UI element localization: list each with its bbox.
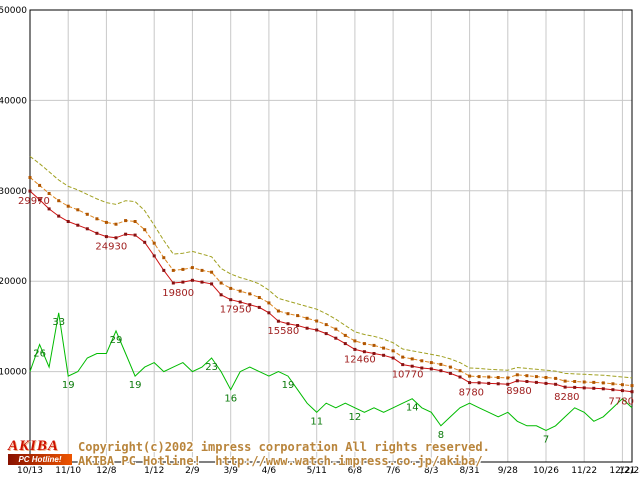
svg-text:10/13: 10/13 [17, 466, 43, 476]
svg-text:8: 8 [438, 430, 444, 441]
svg-text:8/31: 8/31 [459, 466, 479, 476]
svg-text:30000: 30000 [0, 187, 27, 197]
svg-text:7780: 7780 [609, 397, 634, 408]
series-max-price-line [29, 156, 633, 379]
svg-text:5/11: 5/11 [307, 466, 327, 476]
price-point-labels: 29970 24930 19800 17950 15580 12460 10770 8780 8… [18, 196, 634, 408]
shop-count-labels: 26 33 19 29 19 23 16 19 11 12 14 8 7 [33, 317, 549, 446]
svg-text:12/8: 12/8 [96, 466, 116, 476]
svg-text:19: 19 [282, 380, 295, 391]
svg-text:8980: 8980 [506, 386, 531, 397]
svg-text:50000: 50000 [0, 6, 27, 16]
series-min-price-markers [28, 189, 634, 394]
svg-text:29970: 29970 [18, 196, 50, 207]
series-min-price-line [29, 190, 633, 393]
svg-text:16: 16 [224, 394, 237, 405]
svg-text:24930: 24930 [95, 242, 127, 253]
plot-border [29, 9, 633, 463]
svg-text:10/26: 10/26 [533, 466, 559, 476]
svg-text:20000: 20000 [0, 277, 27, 287]
svg-text:26: 26 [33, 349, 46, 360]
svg-text:12460: 12460 [344, 354, 376, 365]
svg-text:10770: 10770 [392, 370, 424, 381]
svg-text:8/3: 8/3 [424, 466, 438, 476]
y-axis-labels: 01000020000300004000050000 [0, 6, 27, 468]
svg-text:12/28: 12/28 [619, 466, 640, 476]
svg-text:9/28: 9/28 [498, 466, 518, 476]
series-avg-price-markers [28, 176, 634, 388]
svg-text:23: 23 [205, 362, 218, 373]
svg-text:8780: 8780 [459, 388, 484, 399]
svg-text:7/6: 7/6 [386, 466, 401, 476]
svg-text:3/9: 3/9 [223, 466, 238, 476]
x-axis-labels: 10/13 11/10 12/8 1/12 2/9 3/9 4/6 5/11 6/8 7/6 8/3… [17, 466, 640, 476]
svg-text:6/8: 6/8 [348, 466, 363, 476]
svg-text:19: 19 [129, 380, 142, 391]
copyright-text: Copyright(c)2002 impress corporation All… [78, 440, 490, 454]
svg-text:11/10: 11/10 [55, 466, 81, 476]
logo-pc-hotline-text: PC Hotline! [8, 454, 72, 465]
svg-text:12/21: 12/21 [609, 466, 635, 476]
svg-text:17950: 17950 [220, 305, 252, 316]
site-credit-text: AKIBA PC Hotline! http://www.watch.impre… [78, 454, 483, 468]
logo-akiba-text: AKIBA [8, 438, 59, 454]
svg-text:11: 11 [310, 416, 323, 427]
svg-text:29: 29 [110, 335, 123, 346]
svg-text:19: 19 [62, 380, 75, 391]
svg-text:1/12: 1/12 [144, 466, 164, 476]
svg-text:12: 12 [349, 412, 362, 423]
svg-text:33: 33 [52, 317, 65, 328]
svg-text:4/6: 4/6 [262, 466, 277, 476]
series-avg-price-line [29, 177, 633, 387]
svg-text:19800: 19800 [162, 288, 194, 299]
svg-text:14: 14 [406, 403, 419, 414]
svg-text:11/22: 11/22 [571, 466, 597, 476]
svg-text:7: 7 [543, 434, 549, 445]
svg-text:2/9: 2/9 [185, 466, 200, 476]
svg-text:15580: 15580 [267, 326, 299, 337]
akiba-pc-hotline-logo: AKIBA PC Hotline! [8, 439, 74, 467]
svg-text:10000: 10000 [0, 368, 27, 378]
series-shop-count-line [29, 312, 633, 431]
svg-text:8280: 8280 [554, 392, 579, 403]
svg-text:40000: 40000 [0, 96, 27, 106]
